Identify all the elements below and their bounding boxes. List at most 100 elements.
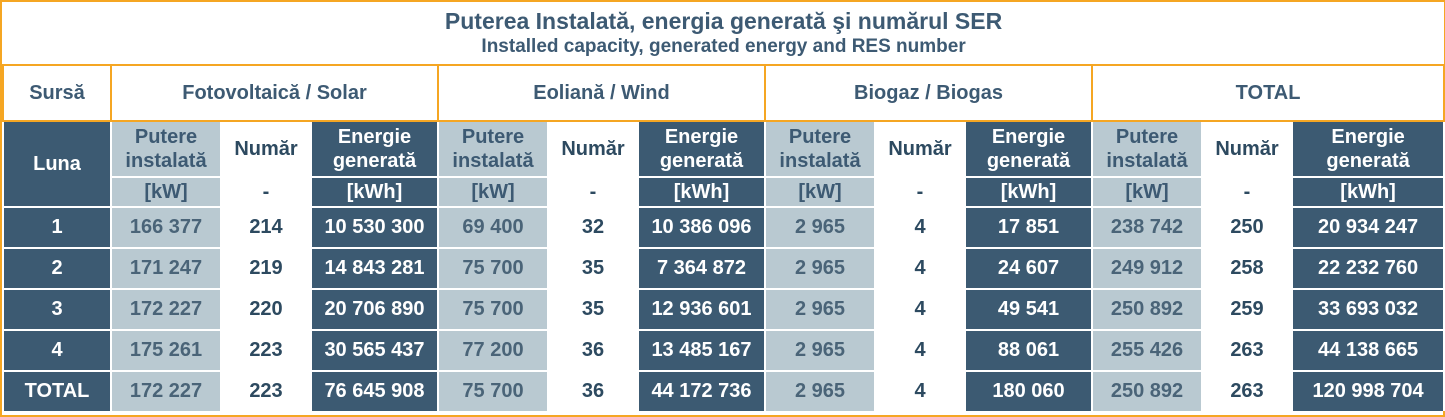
table-cell: 75 700 <box>437 247 549 289</box>
table-row: 3 172 227 220 20 706 890 75 700 35 12 936 601 2… <box>2 288 1445 330</box>
table-cell: 219 <box>220 247 312 289</box>
unit-wind-power: [kW] <box>437 176 549 207</box>
column-header-line: instalată <box>1106 150 1188 172</box>
column-header-biogas-power: Putere instalată <box>764 121 876 177</box>
table-cell: 172 227 <box>110 288 222 330</box>
column-header-wind-energy: Energie generată <box>637 121 766 177</box>
column-header-solar-number: Număr <box>220 121 312 177</box>
table-cell: 2 965 <box>764 329 876 371</box>
column-header-line: generată <box>659 150 744 172</box>
table-cell: 250 892 <box>1091 288 1203 330</box>
unit-total-number: - <box>1201 176 1293 207</box>
table-cell: 250 892 <box>1091 370 1203 411</box>
table-cell: 175 261 <box>110 329 222 371</box>
column-header-line: Energie <box>1331 126 1405 148</box>
table-cell: 10 386 096 <box>637 206 766 248</box>
column-header-wind-power: Putere instalată <box>437 121 549 177</box>
table-cell: 214 <box>220 206 312 248</box>
title-english: Installed capacity, generated energy and… <box>481 36 966 58</box>
table-cell: 166 377 <box>110 206 222 248</box>
row-month-cell: 4 <box>2 329 112 371</box>
table-cell: 44 138 665 <box>1290 329 1445 371</box>
table-cell: 263 <box>1201 329 1293 371</box>
column-header-line: Putere <box>134 126 198 148</box>
unit-biogas-number: - <box>874 176 966 207</box>
column-header-total-energy: Energie generată <box>1290 121 1445 177</box>
table-cell: 2 965 <box>764 206 876 248</box>
table-cell: 22 232 760 <box>1290 247 1445 289</box>
table-cell: 171 247 <box>110 247 222 289</box>
table-cell: 17 851 <box>964 206 1093 248</box>
column-header-total-power: Putere instalată <box>1091 121 1203 177</box>
column-header-line: Putere <box>461 126 525 148</box>
table-row: 4 175 261 223 30 565 437 77 200 36 13 485 167 2… <box>2 329 1445 371</box>
group-header-biogas: Biogaz / Biogas <box>764 64 1093 122</box>
column-header-solar-power: Putere instalată <box>110 121 222 177</box>
group-header-solar: Fotovoltaică / Solar <box>110 64 439 122</box>
column-header-line: instalată <box>125 150 207 172</box>
table-row: TOTAL 172 227 223 76 645 908 75 700 36 44 172 … <box>2 370 1445 411</box>
row-month-cell: TOTAL <box>2 370 112 411</box>
table-cell: 77 200 <box>437 329 549 371</box>
unit-biogas-energy: [kWh] <box>964 176 1093 207</box>
table-cell: 7 364 872 <box>637 247 766 289</box>
table-cell: 32 <box>547 206 639 248</box>
column-header-line: Energie <box>337 126 412 148</box>
table-cell: 12 936 601 <box>637 288 766 330</box>
table-cell: 69 400 <box>437 206 549 248</box>
group-header-total: TOTAL <box>1090 64 1445 122</box>
row-month-cell: 3 <box>2 288 112 330</box>
unit-total-energy: [kWh] <box>1290 176 1445 207</box>
table-title: Puterea Instalată, energia generată şi n… <box>3 2 1445 65</box>
table-cell: 255 426 <box>1091 329 1203 371</box>
table-cell: 238 742 <box>1091 206 1203 248</box>
table-cell: 4 <box>874 370 966 411</box>
table-cell: 36 <box>547 329 639 371</box>
table-cell: 180 060 <box>964 370 1093 411</box>
unit-solar-number: - <box>220 176 312 207</box>
table-cell: 20 934 247 <box>1290 206 1445 248</box>
column-header-line: generată <box>332 150 417 172</box>
month-label: Luna <box>2 121 112 207</box>
table-cell: 2 965 <box>764 247 876 289</box>
table-cell: 76 645 908 <box>310 370 439 411</box>
column-header-line: Putere <box>788 126 852 148</box>
column-header-line: Energie <box>664 126 739 148</box>
table-cell: 263 <box>1201 370 1293 411</box>
table-cell: 250 <box>1201 206 1293 248</box>
table-cell: 223 <box>220 370 312 411</box>
table-cell: 2 965 <box>764 288 876 330</box>
table-cell: 172 227 <box>110 370 222 411</box>
table-cell: 33 693 032 <box>1290 288 1445 330</box>
table-cell: 223 <box>220 329 312 371</box>
table-cell: 10 530 300 <box>310 206 439 248</box>
table-row: 2 171 247 219 14 843 281 75 700 35 7 364 872 2 … <box>2 247 1445 289</box>
table-cell: 88 061 <box>964 329 1093 371</box>
source-label: Sursă <box>2 64 112 122</box>
table-cell: 36 <box>547 370 639 411</box>
column-header-biogas-energy: Energie generată <box>964 121 1093 177</box>
column-header-line: instalată <box>452 150 534 172</box>
table-cell: 35 <box>547 288 639 330</box>
group-header-wind: Eoliană / Wind <box>437 64 766 122</box>
table-cell: 30 565 437 <box>310 329 439 371</box>
table-cell: 4 <box>874 329 966 371</box>
res-statistics-table: Puterea Instalată, energia generată şi n… <box>2 2 1445 411</box>
table-cell: 4 <box>874 206 966 248</box>
unit-wind-energy: [kWh] <box>637 176 766 207</box>
table-row: 1 166 377 214 10 530 300 69 400 32 10 386 096 2… <box>2 206 1445 248</box>
unit-solar-energy: [kWh] <box>310 176 439 207</box>
unit-solar-power: [kW] <box>110 176 222 207</box>
table-cell: 24 607 <box>964 247 1093 289</box>
table-cell: 220 <box>220 288 312 330</box>
unit-wind-number: - <box>547 176 639 207</box>
table-cell: 259 <box>1201 288 1293 330</box>
table-cell: 44 172 736 <box>637 370 766 411</box>
table-cell: 49 541 <box>964 288 1093 330</box>
column-header-line: Energie <box>991 126 1066 148</box>
column-header-biogas-number: Număr <box>874 121 966 177</box>
table-cell: 2 965 <box>764 370 876 411</box>
row-month-cell: 1 <box>2 206 112 248</box>
column-header-wind-number: Număr <box>547 121 639 177</box>
